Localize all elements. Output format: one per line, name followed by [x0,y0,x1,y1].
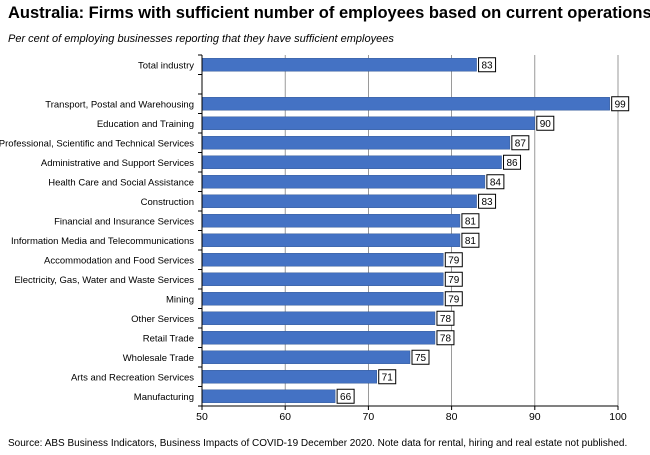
data-label-box [444,291,463,307]
x-tick-label: 100 [609,411,627,423]
category-label: Administrative and Support Services [41,158,194,169]
data-label: 86 [506,158,518,169]
bar [201,175,486,189]
data-label-box [336,388,355,404]
bars [201,58,610,403]
data-label-box [444,252,463,268]
data-label: 83 [481,197,493,208]
axes [198,54,619,410]
data-label: 66 [340,392,352,403]
data-label-box [486,174,505,190]
category-label: Electricity, Gas, Water and Waste Servic… [14,275,194,286]
category-label: Retail Trade [143,333,194,344]
bar [201,58,477,72]
x-tick-label: 80 [446,411,458,423]
category-label: Transport, Postal and Warehousing [45,99,194,110]
category-label: Manufacturing [134,392,194,403]
bar [201,136,511,150]
x-tick-label: 70 [363,411,375,423]
category-label: Health Care and Social Assistance [48,177,194,188]
bar [201,370,377,384]
x-tick-label: 60 [279,411,291,423]
labels: 50 60 70 80 90 100 Total industry 83 Transport, … [0,57,630,423]
bar [201,311,436,325]
x-tick-label: 90 [529,411,541,423]
bar [201,350,411,364]
bar [201,116,536,130]
source-note: Source: ABS Business Indicators, Busines… [8,438,628,449]
data-label-box [436,310,455,326]
data-label-box [378,369,397,385]
data-label-box [461,232,480,248]
chart-title: Australia: Firms with sufficient number … [8,4,650,22]
data-label: 79 [448,275,460,286]
bar [201,97,610,111]
data-label: 71 [382,372,394,383]
data-label: 81 [465,216,477,227]
category-label: Other Services [131,314,194,325]
data-label-box [478,193,497,209]
bar [201,155,502,169]
data-label: 78 [440,333,452,344]
category-label: Education and Training [97,119,194,130]
bar [201,389,336,403]
data-label: 75 [415,353,427,364]
data-label: 84 [490,177,502,188]
data-label: 81 [465,236,477,247]
bar [201,194,477,208]
data-label: 79 [448,294,460,305]
category-label: Financial and Insurance Services [54,216,194,227]
data-label-box [536,115,555,131]
data-label: 90 [540,119,552,130]
data-label-box [503,154,522,170]
data-label: 78 [440,314,452,325]
bar [201,331,436,345]
category-label: Arts and Recreation Services [71,372,194,383]
category-label: Total industry [138,60,194,71]
x-tick-label: 50 [196,411,208,423]
gridlines [284,55,619,406]
category-label: Construction [141,197,194,208]
category-label: Wholesale Trade [123,353,194,364]
chart-subtitle: Per cent of employing businesses reporti… [8,33,394,45]
data-label: 87 [515,138,527,149]
category-label: Information Media and Telecommunications [11,236,194,247]
data-label: 83 [481,60,493,71]
data-label-box [511,135,530,151]
bar [201,272,444,286]
category-label: Accommodation and Food Services [44,255,194,266]
data-label-box [436,330,455,346]
bar [201,233,461,247]
data-label-box [411,349,430,365]
data-label-box [444,271,463,287]
bar [201,214,461,228]
category-label: Professional, Scientific and Technical S… [0,138,194,149]
data-label-box [478,57,497,73]
bar [201,292,444,306]
data-label: 99 [615,99,627,110]
data-label: 79 [448,255,460,266]
category-label: Mining [166,294,194,305]
data-label-box [461,213,480,229]
bar [201,253,444,267]
data-label-box [611,96,630,112]
